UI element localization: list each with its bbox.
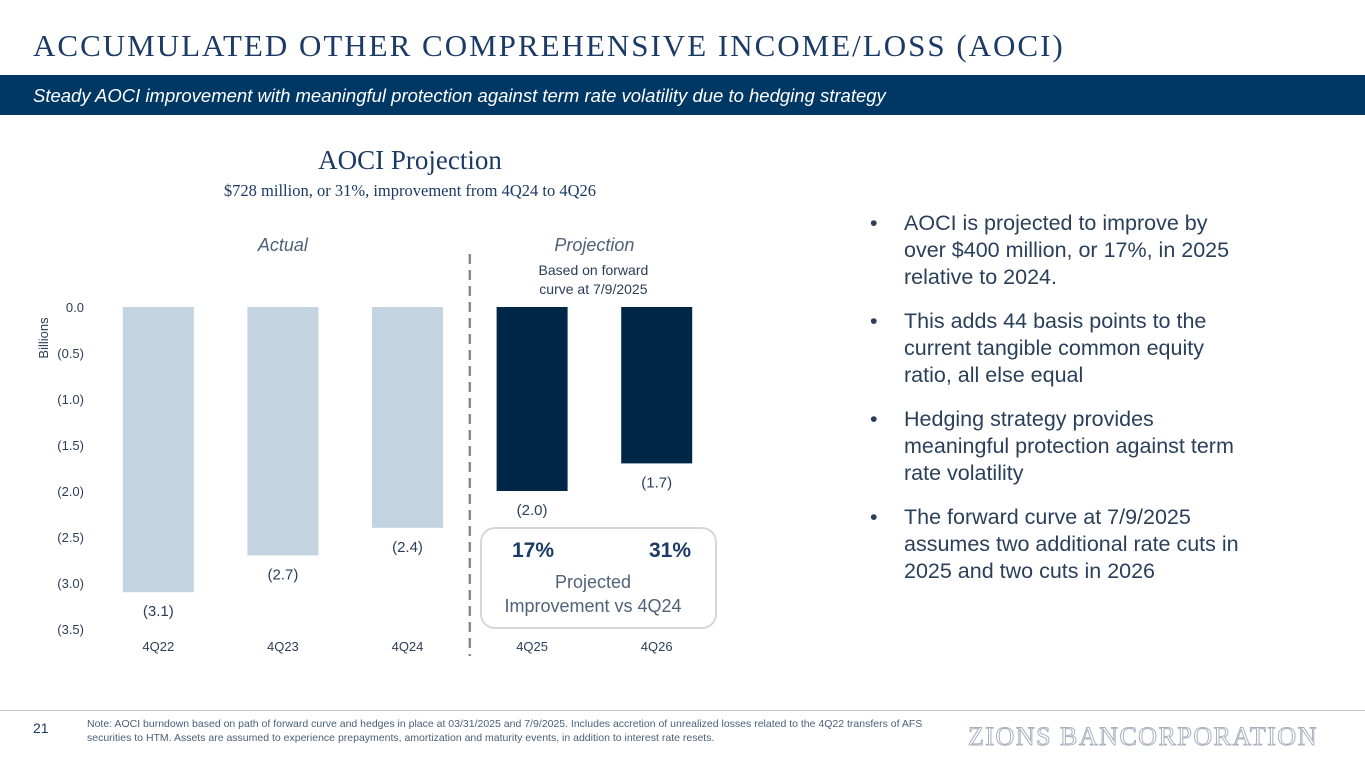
footer-divider [0,710,1365,711]
y-tick-label: (2.0) [57,484,84,499]
y-tick-label: (1.5) [57,438,84,453]
callout-label: Improvement vs 4Q24 [504,596,681,616]
improvement-callout-box [480,527,717,629]
bullet-text: The forward curve at 7/9/2025 assumes tw… [904,505,1239,583]
bullet-marker: • [870,407,878,431]
x-tick-label: 4Q24 [392,639,424,654]
bullet-marker: • [870,211,878,235]
bar-value-label: (2.0) [517,502,548,519]
bullet-list: • AOCI is projected to improve by over $4… [870,210,1250,602]
chart-title: AOCI Projection [318,145,502,175]
bar-4q25 [496,307,568,491]
y-tick-label: (0.5) [57,346,84,361]
callout-label: Projected [555,572,631,592]
bullet-item: • AOCI is projected to improve by over $4… [870,210,1250,291]
bullet-item: • Hedging strategy provides meaningful pr… [870,406,1250,487]
bar-4q23 [247,307,319,556]
projection-note-line: Based on forward [539,262,649,278]
y-axis-label: Billions [36,317,51,359]
bar-value-label: (1.7) [641,474,672,491]
callout-value-4q26: 31% [649,539,691,562]
projection-note-line: curve at 7/9/2025 [539,281,647,297]
page-title: ACCUMULATED OTHER COMPREHENSIVE INCOME/L… [33,28,1065,63]
group-label-actual: Actual [257,235,309,255]
group-label-projection: Projection [554,235,634,255]
bar-4q24 [372,307,443,528]
bullet-text: This adds 44 basis points to the current… [904,309,1207,387]
bullet-marker: • [870,505,878,529]
company-logo: ZIONS BANCORPORATION [968,722,1318,752]
page-number: 21 [33,720,49,736]
subtitle-banner: Steady AOCI improvement with meaningful … [0,75,1365,115]
y-tick-label: (2.5) [57,530,84,545]
y-tick-label: (1.0) [57,392,84,407]
x-tick-label: 4Q25 [516,639,548,654]
footnote: Note: AOCI burndown based on path of for… [87,718,923,744]
bar-4q22 [122,307,194,593]
bullet-text: Hedging strategy provides meaningful pro… [904,407,1234,485]
bar-value-label: (2.7) [267,566,298,583]
y-tick-label: (3.5) [57,622,84,637]
x-tick-label: 4Q23 [267,639,299,654]
bullet-item: • This adds 44 basis points to the curren… [870,308,1250,389]
x-tick-label: 4Q26 [641,639,673,654]
bullet-item: • The forward curve at 7/9/2025 assumes t… [870,504,1250,585]
subtitle-text: Steady AOCI improvement with meaningful … [33,85,886,106]
callout-value-4q25: 17% [512,539,554,562]
projection-note: Based on forward curve at 7/9/2025 [539,262,649,297]
y-tick-label: (3.0) [57,576,84,591]
bar-4q26 [621,307,693,464]
bullet-text: AOCI is projected to improve by over $40… [904,211,1230,289]
bar-value-label: (3.1) [143,603,174,620]
aoci-chart: 0.0 (0.5) (1.0) (1.5) (2.0) (2.5) (3.0) (3.5) Bi… [36,235,717,656]
bullet-marker: • [870,309,878,333]
chart-subtitle: $728 million, or 31%, improvement from 4… [223,181,597,200]
y-tick-label: 0.0 [66,300,84,315]
bar-value-label: (2.4) [392,539,423,556]
x-tick-label: 4Q22 [142,639,174,654]
